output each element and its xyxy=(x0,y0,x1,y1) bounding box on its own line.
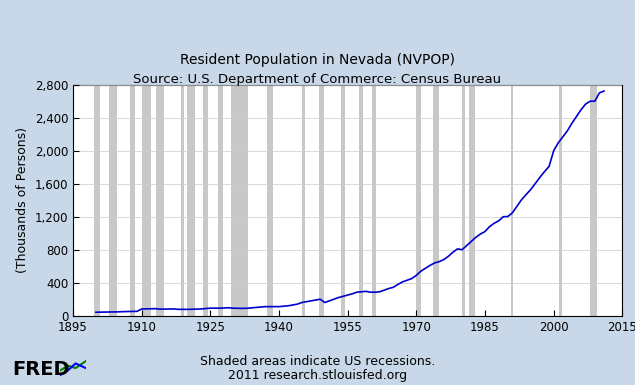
Text: Source: U.S. Department of Commerce: Census Bureau: Source: U.S. Department of Commerce: Cen… xyxy=(133,73,502,86)
Bar xyxy=(302,85,305,316)
Bar xyxy=(434,85,439,316)
Bar xyxy=(109,85,117,316)
Bar xyxy=(130,85,135,316)
Bar xyxy=(142,85,151,316)
Bar xyxy=(590,85,597,316)
Text: FRED: FRED xyxy=(13,360,70,379)
Bar xyxy=(182,85,184,316)
Bar xyxy=(267,85,272,316)
Bar xyxy=(559,85,563,316)
Bar xyxy=(94,85,100,316)
Bar xyxy=(231,85,248,316)
Bar xyxy=(511,85,513,316)
Text: Resident Population in Nevada (NVPOP): Resident Population in Nevada (NVPOP) xyxy=(180,54,455,67)
Bar xyxy=(156,85,164,316)
Bar xyxy=(462,85,465,316)
Bar xyxy=(218,85,224,316)
Bar xyxy=(372,85,376,316)
Bar xyxy=(359,85,363,316)
Bar xyxy=(319,85,324,316)
Bar xyxy=(469,85,476,316)
Bar xyxy=(187,85,195,316)
Text: 2011 research.stlouisfed.org: 2011 research.stlouisfed.org xyxy=(228,369,407,382)
Bar xyxy=(203,85,208,316)
Y-axis label: (Thousands of Persons): (Thousands of Persons) xyxy=(16,127,29,273)
Text: Shaded areas indicate US recessions.: Shaded areas indicate US recessions. xyxy=(200,355,435,368)
Bar xyxy=(416,85,420,316)
Bar xyxy=(341,85,345,316)
